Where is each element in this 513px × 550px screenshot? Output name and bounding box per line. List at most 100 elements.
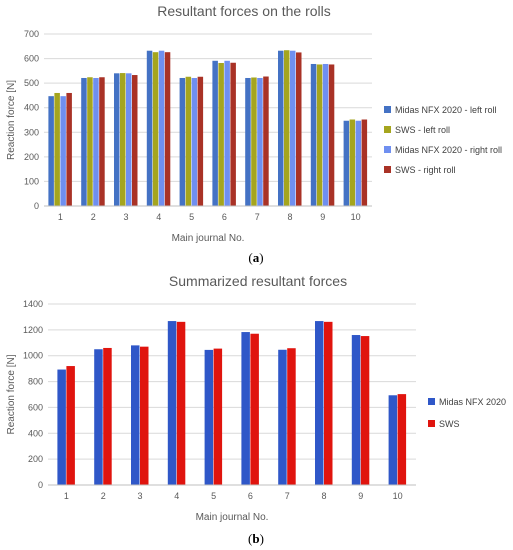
x-tick-label: 3 (123, 212, 128, 222)
bar (179, 77, 186, 207)
bar (230, 62, 236, 207)
bar (57, 369, 66, 485)
x-tick-label: 6 (248, 491, 253, 501)
y-tick-label: 400 (28, 428, 43, 438)
y-tick-label: 500 (24, 78, 39, 88)
x-tick-label: 2 (101, 491, 106, 501)
bar (278, 349, 287, 485)
y-tick-label: 600 (28, 402, 43, 412)
caption-a: (a) (248, 250, 263, 265)
x-tick-label: 10 (351, 212, 361, 222)
bar (164, 52, 171, 206)
bar (263, 76, 269, 206)
bar (87, 77, 93, 206)
bar (204, 349, 214, 485)
x-axis-label: Main journal No. (196, 512, 269, 523)
bar (310, 63, 317, 206)
x-tick-label: 4 (174, 491, 179, 501)
y-tick-label: 0 (34, 201, 39, 211)
bar (191, 77, 198, 207)
bar (278, 50, 284, 206)
y-tick-label: 600 (24, 54, 39, 64)
bar (158, 50, 165, 206)
bar (103, 347, 112, 485)
x-tick-label: 8 (321, 491, 326, 501)
bar (284, 50, 290, 206)
x-tick-label: 9 (320, 212, 325, 222)
bar (140, 346, 149, 485)
bar (126, 73, 132, 206)
bar (224, 60, 230, 207)
x-tick-label: 7 (285, 491, 290, 501)
bar (93, 77, 99, 207)
bar (218, 62, 224, 206)
x-tick-label: 8 (287, 212, 292, 222)
x-axis-label: Main journal No. (172, 233, 245, 244)
y-tick-label: 400 (24, 103, 39, 113)
y-tick-label: 100 (24, 176, 39, 186)
bar (388, 395, 398, 485)
legend-label: Midas NFX 2020 - left roll (395, 105, 497, 115)
x-tick-label: 10 (393, 491, 403, 501)
chart-resultant-forces-rolls: Resultant forces on the rolls 0 100 200 300 4… (6, 3, 502, 244)
legend-label: SWS (439, 419, 460, 429)
bar (250, 333, 259, 485)
legend-label: Midas NFX 2020 - right roll (395, 145, 502, 155)
y-tick-label: 800 (28, 377, 43, 387)
legend-swatch (384, 166, 391, 173)
bar (251, 77, 257, 207)
legend-label: SWS - left roll (395, 125, 450, 135)
bar (296, 52, 302, 206)
bar (241, 332, 250, 485)
bar (351, 335, 361, 485)
y-tick-label: 700 (24, 29, 39, 39)
x-tick-label: 3 (137, 491, 142, 501)
x-tick-label: 1 (64, 491, 69, 501)
bar (48, 96, 54, 206)
bar (397, 394, 407, 485)
y-tick-label: 200 (28, 454, 43, 464)
x-tick-label: 7 (255, 212, 260, 222)
bar (66, 366, 75, 485)
y-axis-label: Reaction force [N] (6, 80, 17, 160)
bar (114, 73, 120, 206)
bar (328, 64, 335, 207)
bar (322, 63, 329, 206)
bar (245, 77, 251, 207)
legend-swatch (384, 106, 391, 113)
bar (94, 349, 103, 485)
bar (290, 50, 296, 206)
bar (213, 348, 223, 485)
bar (343, 120, 350, 206)
y-tick-label: 300 (24, 127, 39, 137)
bar (361, 119, 368, 206)
x-tick-label: 6 (222, 212, 227, 222)
bar (167, 321, 177, 485)
bar (287, 348, 296, 485)
legend-swatch (384, 126, 391, 133)
y-tick-label: 1400 (23, 299, 43, 309)
x-tick-label: 9 (358, 491, 363, 501)
legend-swatch (384, 146, 391, 153)
bar (185, 76, 192, 206)
y-tick-label: 1200 (23, 325, 43, 335)
legend-label: SWS - right roll (395, 165, 456, 175)
caption-b: (b) (248, 531, 264, 546)
bar (54, 92, 60, 206)
legend-label: Midas NFX 2020 (439, 397, 506, 407)
x-tick-label: 5 (211, 491, 216, 501)
chart-summarized-resultant-forces: Summarized resultant forces 0 200 400 600 800… (6, 273, 506, 523)
bar (197, 76, 204, 206)
bar (349, 119, 356, 206)
bar (324, 321, 333, 485)
y-tick-label: 200 (24, 152, 39, 162)
y-tick-label: 0 (38, 480, 43, 490)
chart-title: Resultant forces on the rolls (157, 3, 331, 19)
x-tick-label: 2 (91, 212, 96, 222)
bar (212, 60, 218, 207)
chart-title: Summarized resultant forces (169, 273, 347, 289)
bar (146, 50, 153, 206)
bar (120, 73, 126, 206)
bar (81, 77, 87, 207)
